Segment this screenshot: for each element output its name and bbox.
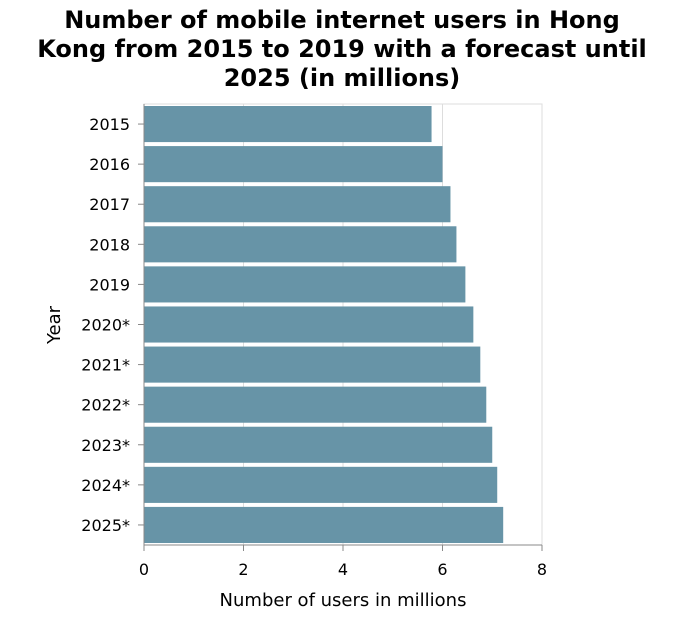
bar [144, 146, 443, 183]
x-tick-label: 4 [338, 560, 348, 579]
chart-title-line-2: Kong from 2015 to 2019 with a forecast u… [37, 35, 647, 63]
y-tick-label: 2017 [89, 195, 130, 214]
bar [144, 186, 451, 223]
y-tick-label: 2021* [81, 356, 130, 375]
bar [144, 426, 493, 463]
bar [144, 506, 504, 543]
chart-title-line-3: 2025 (in millions) [223, 64, 461, 92]
bar [144, 106, 432, 143]
y-axis: 2015 2016 2017 2018 2019 2020* 2021* 2022* 2023*… [81, 104, 145, 545]
y-tick-label: 2018 [89, 235, 130, 254]
x-axis-title: Number of users in millions [220, 590, 467, 611]
bar [144, 266, 466, 303]
x-axis: 0 2 4 6 8 [139, 544, 547, 579]
y-tick-label: 2015 [89, 115, 130, 134]
y-tick-label: 2023* [81, 436, 130, 455]
y-tick-label: 2025* [81, 516, 130, 535]
bar [144, 346, 481, 383]
y-tick-label: 2019 [89, 275, 130, 294]
x-tick-label: 6 [437, 560, 447, 579]
bar [144, 226, 457, 263]
x-tick-label: 8 [537, 560, 547, 579]
y-tick-label: 2024* [81, 476, 130, 495]
bars [144, 106, 504, 543]
chart-title-line-1: Number of mobile internet users in Hong [64, 6, 620, 34]
x-tick-label: 2 [238, 560, 248, 579]
y-tick-label: 2016 [89, 155, 130, 174]
bar [144, 466, 498, 503]
y-axis-title: Year [44, 305, 65, 345]
y-tick-label: 2020* [81, 316, 130, 335]
bar [144, 306, 474, 343]
x-tick-label: 0 [139, 560, 149, 579]
bar [144, 386, 487, 423]
chart-title: Number of mobile internet users in Hong … [0, 6, 684, 93]
y-tick-label: 2022* [81, 396, 130, 415]
